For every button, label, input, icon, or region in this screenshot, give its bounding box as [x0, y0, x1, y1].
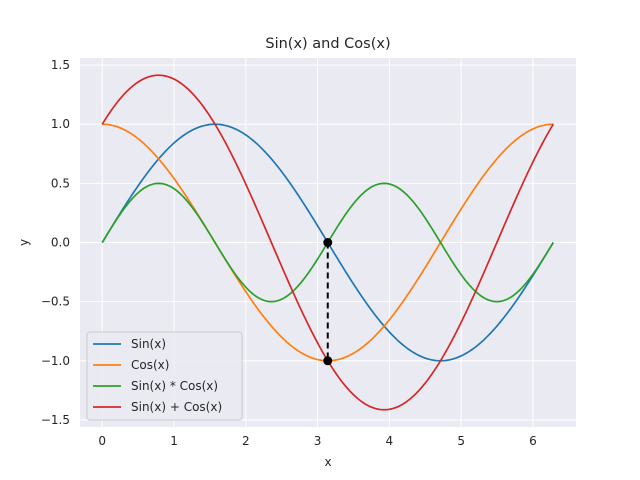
legend-box	[86, 331, 243, 421]
chart-title: Sin(x) and Cos(x)	[265, 36, 390, 52]
x-tick-label: 5	[457, 434, 465, 448]
x-tick-label: 3	[314, 434, 322, 448]
y-tick-label: 0.5	[51, 176, 70, 190]
y-tick-label: 1.5	[51, 58, 70, 72]
y-tick-label: −0.5	[41, 295, 70, 309]
legend-entry: Sin(x) + Cos(x)	[131, 400, 222, 414]
y-tick-label: 0.0	[51, 236, 70, 250]
x-tick-label: 4	[386, 434, 394, 448]
annotation-layer	[323, 238, 333, 366]
y-tick-label: 1.0	[51, 117, 70, 131]
y-tick-label: −1.5	[41, 413, 70, 427]
x-axis-label: x	[324, 455, 331, 469]
legend-entry: Cos(x)	[131, 358, 169, 372]
x-tick-label: 6	[529, 434, 537, 448]
x-axis-ticks: 0 1 2 3 4 5 6	[98, 434, 536, 448]
marker-point	[323, 356, 333, 366]
x-tick-label: 0	[98, 434, 106, 448]
x-tick-label: 1	[170, 434, 178, 448]
legend: Sin(x) Cos(x) Sin(x) * Cos(x) Sin(x) + Cos(…	[86, 331, 243, 421]
marker-point	[323, 238, 333, 247]
legend-entry: Sin(x) * Cos(x)	[131, 379, 218, 393]
y-tick-label: −1.0	[41, 354, 70, 368]
x-tick-label: 2	[242, 434, 250, 448]
y-axis-label: y	[17, 239, 31, 246]
legend-entry: Sin(x)	[131, 337, 166, 351]
y-axis-ticks: −1.5 −1.0 −0.5 0.0 0.5 1.0 1.5	[41, 58, 70, 427]
